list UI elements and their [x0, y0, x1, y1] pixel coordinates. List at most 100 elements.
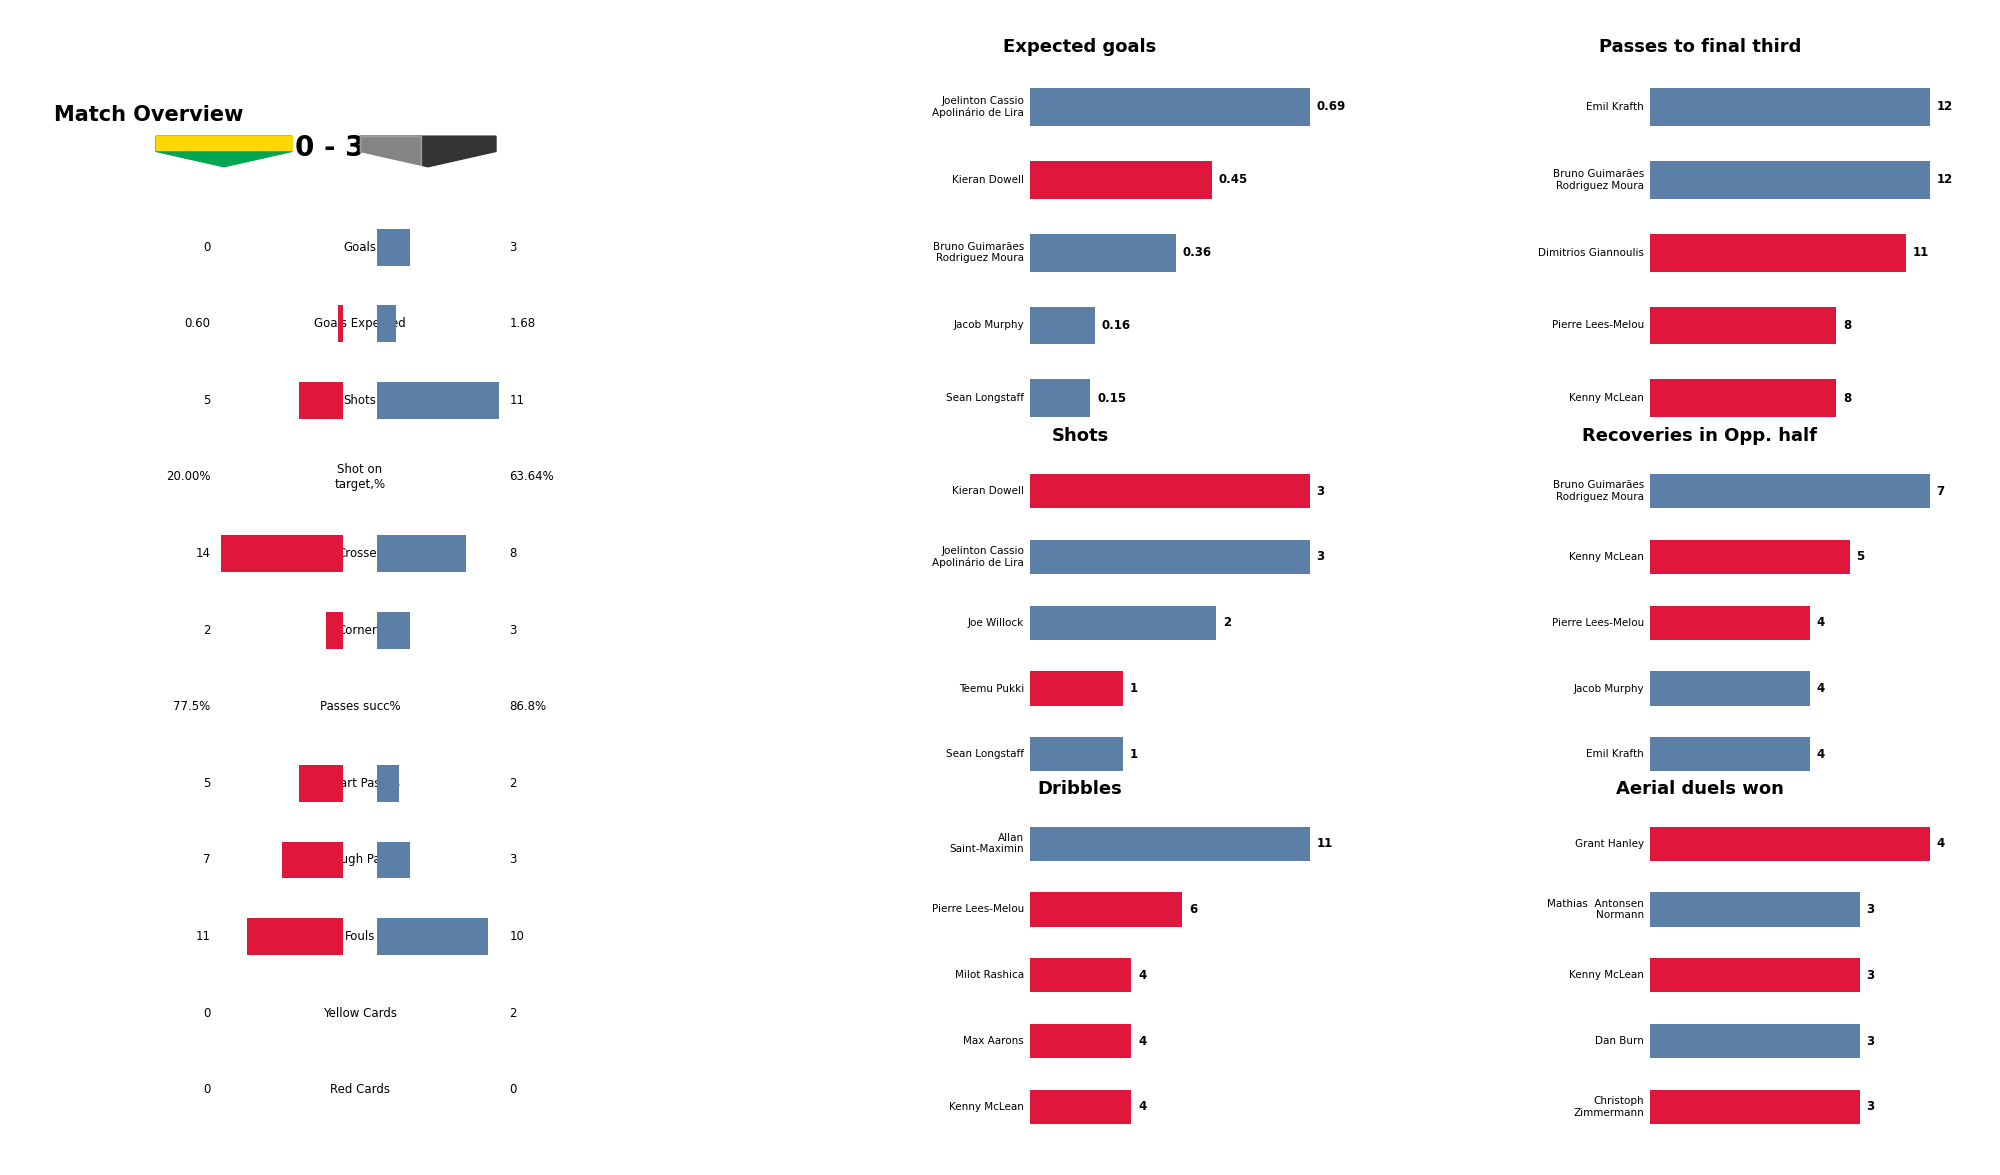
Bar — [1030, 307, 1094, 344]
Bar — [1650, 958, 1860, 993]
Bar — [1650, 892, 1860, 927]
Text: Recoveries in Opp. half: Recoveries in Opp. half — [1582, 427, 1818, 445]
Text: 7: 7 — [1936, 484, 1944, 498]
Bar — [1030, 1089, 1132, 1124]
Bar — [1650, 380, 1836, 417]
Text: 4: 4 — [1138, 968, 1146, 982]
Text: 3: 3 — [1316, 484, 1324, 498]
Text: Joelinton Cassio
Apolinário de Lira: Joelinton Cassio Apolinário de Lira — [932, 546, 1024, 568]
Text: 0.15: 0.15 — [1098, 391, 1126, 405]
Text: Pierre Lees-Melou: Pierre Lees-Melou — [1552, 321, 1644, 330]
Text: 2: 2 — [1222, 616, 1232, 630]
Bar — [378, 918, 488, 955]
Bar — [1030, 826, 1310, 861]
Bar — [378, 841, 410, 878]
Bar — [246, 918, 344, 955]
Text: 14: 14 — [196, 548, 210, 560]
Bar — [1650, 1089, 1860, 1124]
Bar — [1030, 671, 1122, 706]
Text: 2: 2 — [510, 777, 518, 790]
Bar — [1030, 380, 1090, 417]
Text: 5: 5 — [204, 394, 210, 407]
Text: Joe Willock: Joe Willock — [968, 618, 1024, 627]
Text: Grant Hanley: Grant Hanley — [1574, 839, 1644, 848]
Text: Shot on
target,%: Shot on target,% — [334, 463, 386, 491]
Text: 3: 3 — [510, 241, 516, 254]
Text: Passes to final third: Passes to final third — [1598, 38, 1802, 56]
Text: 4: 4 — [1936, 837, 1944, 851]
Bar — [1650, 605, 1810, 640]
Text: 12: 12 — [1936, 173, 1952, 187]
Text: 3: 3 — [510, 853, 516, 866]
Bar — [1030, 474, 1310, 509]
Text: 11: 11 — [1912, 246, 1930, 260]
Text: Dimitrios Giannoulis: Dimitrios Giannoulis — [1538, 248, 1644, 257]
Text: Max Aarons: Max Aarons — [964, 1036, 1024, 1046]
Text: 4: 4 — [1816, 682, 1824, 696]
Bar — [338, 306, 344, 342]
Text: 3: 3 — [1866, 968, 1874, 982]
Bar — [1650, 826, 1930, 861]
Bar — [1030, 892, 1182, 927]
Text: 3: 3 — [1866, 902, 1874, 916]
Text: Shots: Shots — [1052, 427, 1108, 445]
Polygon shape — [156, 136, 292, 150]
Text: 8: 8 — [510, 548, 516, 560]
Text: Jacob Murphy: Jacob Murphy — [1574, 684, 1644, 693]
Text: Kieran Dowell: Kieran Dowell — [952, 175, 1024, 184]
Text: Milot Rashica: Milot Rashica — [954, 971, 1024, 980]
Text: 12: 12 — [1936, 100, 1952, 114]
Text: 3: 3 — [1866, 1034, 1874, 1048]
Text: 0.69: 0.69 — [1316, 100, 1346, 114]
Text: Christoph
Zimmermann: Christoph Zimmermann — [1574, 1096, 1644, 1117]
Text: 0: 0 — [204, 1083, 210, 1096]
Text: Pierre Lees-Melou: Pierre Lees-Melou — [932, 905, 1024, 914]
Text: 0.45: 0.45 — [1218, 173, 1248, 187]
Bar — [300, 765, 344, 801]
Text: 20.00%: 20.00% — [166, 470, 210, 483]
Text: Crosses: Crosses — [338, 548, 382, 560]
Text: 6: 6 — [1190, 902, 1198, 916]
Text: 63.64%: 63.64% — [510, 470, 554, 483]
Bar — [378, 382, 500, 418]
Bar — [1030, 161, 1212, 199]
Text: 10: 10 — [510, 931, 524, 944]
Bar — [1030, 88, 1310, 126]
Text: Fouls: Fouls — [344, 931, 376, 944]
Text: 4: 4 — [1816, 616, 1824, 630]
Text: Through Passes: Through Passes — [314, 853, 406, 866]
Text: 1: 1 — [1130, 747, 1138, 761]
Text: Passes succ%: Passes succ% — [320, 700, 400, 713]
Text: 3: 3 — [1316, 550, 1324, 564]
Text: Goals Expected: Goals Expected — [314, 317, 406, 330]
Bar — [1030, 1023, 1132, 1059]
Text: Yellow Cards: Yellow Cards — [324, 1007, 398, 1020]
Text: Joelinton Cassio
Apolinário de Lira: Joelinton Cassio Apolinário de Lira — [932, 96, 1024, 118]
Text: 0 - 3: 0 - 3 — [294, 134, 364, 162]
Polygon shape — [360, 136, 422, 167]
Bar — [1030, 234, 1176, 271]
Text: 2: 2 — [202, 624, 210, 637]
Bar — [220, 535, 344, 572]
Text: 8: 8 — [1842, 391, 1852, 405]
Text: Aerial duels won: Aerial duels won — [1616, 779, 1784, 798]
Bar — [378, 612, 410, 649]
Text: 11: 11 — [510, 394, 524, 407]
Bar — [1030, 539, 1310, 575]
Text: 1.68: 1.68 — [510, 317, 536, 330]
Text: 3: 3 — [1866, 1100, 1874, 1114]
Text: Dribbles: Dribbles — [1038, 779, 1122, 798]
Text: 0: 0 — [204, 1007, 210, 1020]
Bar — [378, 229, 410, 266]
Text: Mathias  Antonsen
Normann: Mathias Antonsen Normann — [1548, 899, 1644, 920]
Text: 11: 11 — [1316, 837, 1332, 851]
Bar — [1030, 737, 1122, 772]
Text: Goals: Goals — [344, 241, 376, 254]
Text: 7: 7 — [202, 853, 210, 866]
Text: 1: 1 — [1130, 682, 1138, 696]
Text: Red Cards: Red Cards — [330, 1083, 390, 1096]
Text: Kenny McLean: Kenny McLean — [1570, 552, 1644, 562]
Text: 4: 4 — [1138, 1100, 1146, 1114]
Text: Shots: Shots — [344, 394, 376, 407]
Text: Kenny McLean: Kenny McLean — [1570, 971, 1644, 980]
